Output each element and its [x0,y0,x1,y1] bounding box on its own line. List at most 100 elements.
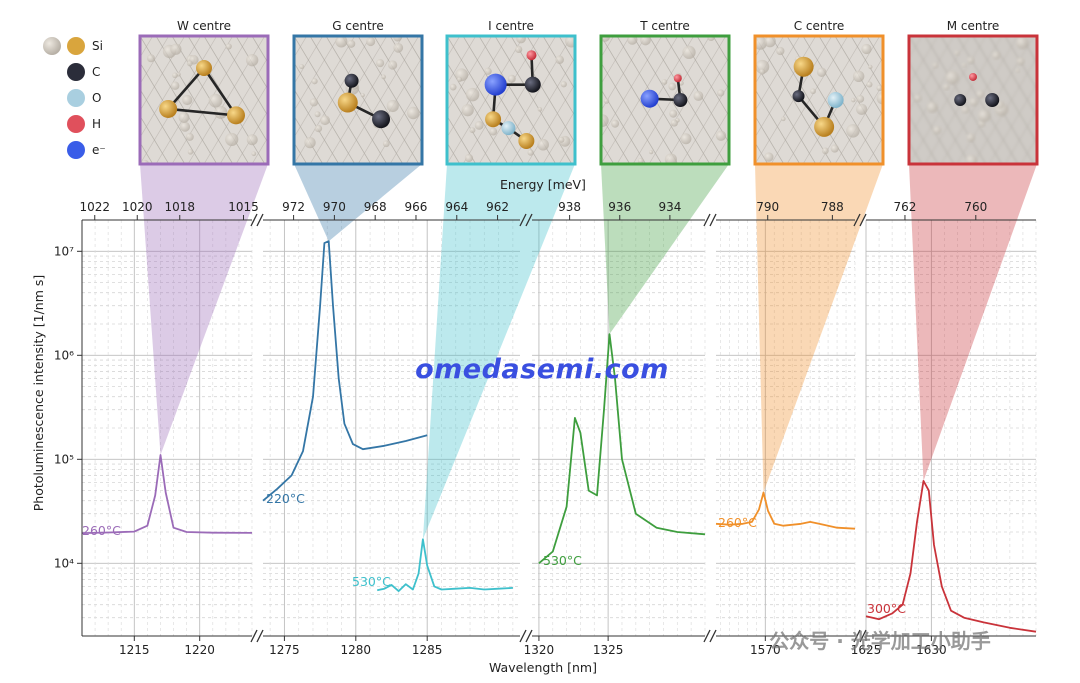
x-axis-label: Wavelength [nm] [489,660,597,675]
axis-break-mark [250,629,258,643]
axis-break-mark [525,629,533,643]
inset-frame [138,34,270,166]
defect-atom [985,93,1000,107]
series-line-m [865,480,1037,633]
axis-break-mark [709,629,717,643]
defect-bond [168,107,237,117]
series-line-g [262,240,428,502]
defect-bond [202,67,238,117]
energy-tick-label: 1015 [228,200,259,214]
x-tick-label: 1630 [916,643,947,657]
axis-break-mark [853,213,861,227]
axis-break-mark [703,213,711,227]
defect-atom [344,73,359,88]
defect-atom [518,132,535,149]
defect-bond [167,67,205,110]
energy-tick-label: 936 [608,200,631,214]
legend-marker [67,37,85,55]
temperature-label-g: 220°C [266,491,305,506]
defect-atom [827,92,844,108]
defect-atom [814,116,835,137]
legend-marker [67,115,85,133]
energy-tick-label: 972 [282,200,305,214]
x-tick-label: 1325 [593,643,624,657]
defect-atom [673,74,682,83]
legend-marker-lattice [43,37,61,55]
axes-layer: 10⁴ 10⁵ 10⁶ 10⁷ 1215 1220 1022 1020 1018 1015 1275… [54,200,1036,657]
x-tick-label: 1280 [341,643,372,657]
axis-break-mark [250,213,258,227]
legend-label: Si [92,39,103,53]
y-tick-label: 10⁵ [54,452,74,466]
energy-tick-label: 966 [405,200,428,214]
y-tick-label: 10⁴ [54,556,74,570]
axis-break-mark [859,213,867,227]
axis-break-mark [519,629,527,643]
axis-break-mark [709,213,717,227]
defect-atom [484,73,507,96]
axis-break-mark [853,629,861,643]
legend-label: e⁻ [92,143,106,157]
defect-atom [196,60,212,76]
energy-tick-label: 1018 [164,200,195,214]
energy-tick-label: 790 [756,200,779,214]
lattice-background [601,36,729,164]
legend-marker [67,89,85,107]
inset-frame [753,34,885,166]
energy-tick-label: 970 [323,200,346,214]
temperature-label-t: 530°C [543,553,582,568]
temperature-label-w: 260°C [82,523,121,538]
lattice-background [447,36,575,164]
defect-atom [524,76,541,93]
grid-layer [81,219,1037,637]
callout-wedge-c [755,164,883,493]
inset-background [447,36,575,164]
temperature-label-c: 260°C [718,515,757,530]
energy-tick-label: 1022 [79,200,110,214]
structure-inset-c: C centre [753,19,885,166]
inset-frame [292,34,424,166]
x-tick-label: 1215 [119,643,150,657]
defect-atom [372,110,391,129]
energy-tick-label: 934 [658,200,681,214]
y-tick-label: 10⁷ [54,244,74,258]
defect-atom [227,106,245,125]
energy-tick-label: 964 [445,200,468,214]
energy-tick-label: 788 [821,200,844,214]
legend-label: C [92,65,100,79]
defect-atom [969,72,977,81]
defect-atom [792,90,805,103]
panel-title: C centre [794,19,845,33]
energy-tick-label: 760 [964,200,987,214]
inset-frame [445,34,577,166]
wechat-watermark: 公众号 · 光学加工小助手 [769,629,991,653]
energy-tick-label: 968 [364,200,387,214]
panel-title: G centre [332,19,383,33]
structure-inset-g: G centre [292,19,424,166]
series-line-w [81,454,253,534]
x-tick-label: 1285 [412,643,443,657]
defect-atom [526,50,537,61]
temperature-label-m: 300°C [867,601,906,616]
series-line-i [377,538,513,592]
energy-tick-label: 1020 [122,200,153,214]
y-tick-label: 10⁶ [54,348,74,362]
energy-tick-label: 762 [894,200,917,214]
lattice-background [909,36,1037,164]
defect-atom [954,94,967,106]
structure-inset-m: M centre [907,19,1039,166]
axis-break-mark [703,629,711,643]
x-tick-label: 1320 [524,643,555,657]
structure-insets: W centre G centre I centre T centre C centre… [138,19,1039,166]
energy-tick-label: 962 [486,200,509,214]
defect-atom [337,92,358,113]
callout-wedge-m [909,164,1037,481]
axis-break-mark [256,629,264,643]
defect-atom [793,56,814,77]
defect-atom [501,121,516,136]
callout-wedges [140,164,1037,540]
structure-inset-w: W centre [138,19,270,166]
watermark-text: omedasemi.com [415,354,669,385]
defect-atom [485,111,502,128]
